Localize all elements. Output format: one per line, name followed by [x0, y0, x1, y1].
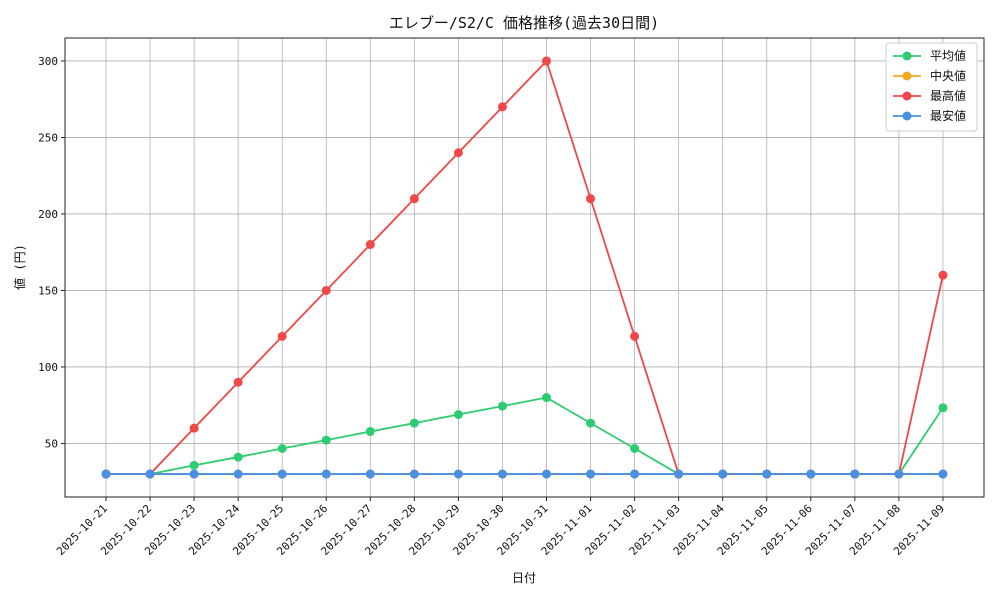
- data-point: [850, 469, 860, 479]
- legend-entry: 中央値: [893, 68, 966, 83]
- series-2: [101, 56, 948, 479]
- data-point: [542, 56, 551, 66]
- y-tick-label: 300: [38, 55, 58, 68]
- legend-label: 最高値: [930, 88, 966, 103]
- data-point: [409, 469, 419, 479]
- data-point: [321, 435, 331, 445]
- legend-entry: 平均値: [893, 48, 966, 63]
- data-point: [894, 469, 904, 479]
- data-point: [630, 331, 640, 341]
- data-point: [586, 194, 596, 204]
- data-point: [497, 102, 507, 112]
- legend-swatch-marker: [902, 111, 912, 121]
- data-point: [542, 469, 551, 479]
- data-point: [938, 403, 948, 413]
- y-tick-label: 50: [45, 437, 58, 450]
- data-point: [453, 148, 463, 158]
- legend-box: [885, 42, 978, 132]
- x-axis-label: 日付: [512, 571, 536, 585]
- series-3: [101, 469, 948, 479]
- x-axis-ticks: 2025-10-212025-10-222025-10-232025-10-24…: [54, 497, 947, 558]
- data-point: [233, 377, 243, 387]
- legend-label: 平均値: [930, 48, 966, 63]
- data-point: [321, 285, 331, 295]
- data-point: [365, 469, 375, 479]
- data-point: [233, 452, 243, 462]
- data-point: [277, 443, 287, 453]
- data-point: [938, 270, 948, 280]
- data-point: [189, 423, 199, 433]
- data-point: [453, 410, 463, 420]
- y-axis-label: 値 (円): [12, 244, 27, 290]
- data-point: [145, 469, 155, 479]
- plot-frame: [64, 37, 985, 498]
- series-0: [101, 393, 948, 479]
- data-point: [189, 469, 199, 479]
- data-point: [718, 469, 728, 479]
- data-point: [453, 469, 463, 479]
- y-tick-label: 100: [38, 361, 58, 374]
- data-point: [409, 418, 419, 428]
- legend-entry: 最安値: [893, 108, 966, 123]
- legend-swatch-marker: [902, 91, 912, 101]
- data-point: [189, 460, 199, 470]
- chart-title: エレブー/S2/C 価格推移(過去30日間): [389, 14, 659, 32]
- series-line: [106, 396, 944, 475]
- data-point: [365, 427, 375, 437]
- data-point: [497, 469, 507, 479]
- data-point: [277, 331, 287, 341]
- series-lines: [101, 56, 948, 479]
- grid: [65, 38, 984, 497]
- y-tick-label: 250: [38, 131, 58, 144]
- data-point: [586, 469, 596, 479]
- legend-label: 中央値: [930, 68, 966, 83]
- y-tick-label: 150: [38, 284, 58, 297]
- legend-swatch-marker: [902, 51, 912, 61]
- data-point: [806, 469, 816, 479]
- data-point: [630, 443, 640, 453]
- data-point: [542, 393, 551, 403]
- legend-label: 最安値: [930, 108, 966, 123]
- legend-entry: 最高値: [893, 88, 966, 103]
- data-point: [321, 469, 331, 479]
- data-point: [277, 469, 287, 479]
- data-point: [101, 469, 111, 479]
- data-point: [233, 469, 243, 479]
- series-line: [106, 59, 944, 475]
- y-tick-label: 200: [38, 208, 58, 221]
- data-point: [674, 469, 684, 479]
- data-point: [630, 469, 640, 479]
- legend-swatch-marker: [902, 71, 912, 81]
- y-axis-ticks: 50 100 150 200 250 300: [38, 55, 65, 450]
- data-point: [365, 240, 375, 250]
- data-point: [938, 469, 948, 479]
- data-point: [586, 418, 596, 428]
- data-point: [497, 401, 507, 411]
- data-point: [409, 194, 419, 204]
- data-point: [762, 469, 772, 479]
